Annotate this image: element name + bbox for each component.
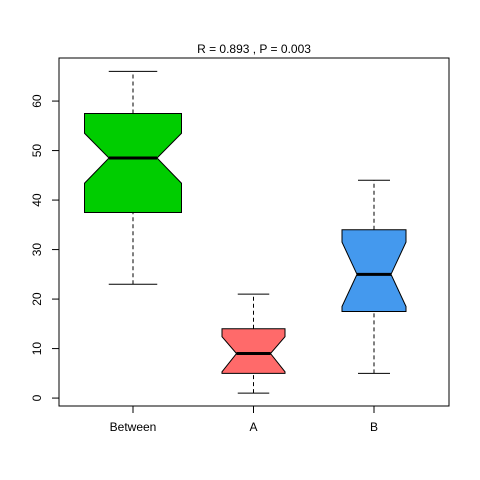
y-tick-label: 40 xyxy=(30,193,44,207)
y-tick-label: 20 xyxy=(30,292,44,306)
chart-title: R = 0.893 , P = 0.003 xyxy=(197,42,311,56)
y-tick-label: 30 xyxy=(30,243,44,257)
box xyxy=(84,112,182,213)
y-tick-label: 60 xyxy=(30,94,44,108)
y-tick-label: 0 xyxy=(30,394,44,401)
box xyxy=(221,328,286,374)
x-tick-label: A xyxy=(249,420,257,434)
y-tick-label: 50 xyxy=(30,144,44,158)
y-tick-label: 10 xyxy=(30,342,44,356)
box xyxy=(341,229,407,312)
x-tick-label: B xyxy=(370,420,378,434)
x-tick-label: Between xyxy=(110,420,157,434)
